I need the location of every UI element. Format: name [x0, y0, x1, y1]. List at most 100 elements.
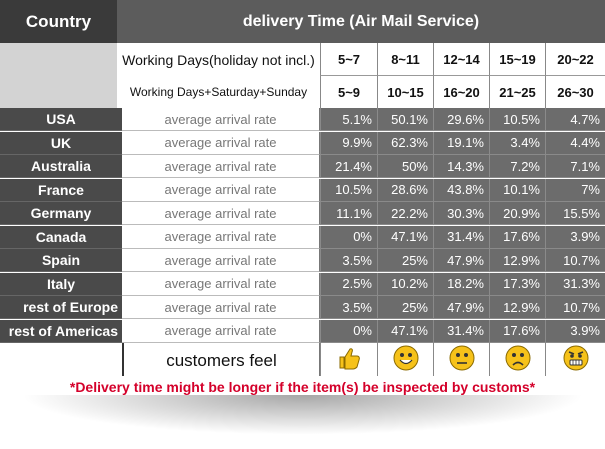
calendar-range-1: 5~9 [320, 76, 377, 108]
business-range-5: 20~22 [545, 43, 605, 76]
rate-value: 30.3% [433, 202, 489, 225]
rate-label: average arrival rate [122, 178, 320, 202]
rate-value: 31.4% [433, 319, 489, 343]
rate-label: average arrival rate [122, 225, 320, 249]
happy-face-icon [392, 344, 420, 377]
rate-value: 47.9% [433, 249, 489, 272]
rate-value: 21.4% [320, 155, 377, 178]
country-cell: France [0, 178, 122, 202]
rate-value: 25% [377, 249, 433, 272]
rate-label: average arrival rate [122, 108, 320, 131]
rate-value: 3.9% [545, 225, 605, 249]
rate-value: 10.7% [545, 249, 605, 272]
country-cell: rest of Europe [0, 296, 122, 319]
rate-value: 17.6% [489, 319, 545, 343]
rate-label: average arrival rate [122, 202, 320, 225]
rate-value: 15.5% [545, 202, 605, 225]
working-days-business-label: Working Days(holiday not incl.) [117, 43, 321, 77]
rate-value: 25% [377, 296, 433, 319]
neutral-face-icon [448, 344, 476, 377]
country-cell: Spain [0, 249, 122, 272]
rate-value: 62.3% [377, 131, 433, 155]
business-range-1: 5~7 [320, 43, 377, 76]
rate-value: 50.1% [377, 108, 433, 131]
country-cell: Germany [0, 202, 122, 225]
rate-value: 12.9% [489, 296, 545, 319]
rate-value: 11.1% [320, 202, 377, 225]
feel-cell [545, 343, 605, 378]
rate-value: 47.1% [377, 319, 433, 343]
country-cell: rest of Americas [0, 319, 122, 343]
rate-label: average arrival rate [122, 272, 320, 296]
table-title: delivery Time (Air Mail Service) [117, 0, 605, 43]
business-range-3: 12~14 [433, 43, 489, 76]
customers-feel-label: customers feel [122, 343, 320, 378]
rate-value: 0% [320, 225, 377, 249]
rate-value: 17.6% [489, 225, 545, 249]
rate-label: average arrival rate [122, 131, 320, 155]
country-cell: USA [0, 108, 122, 131]
calendar-range-5: 26~30 [545, 76, 605, 108]
rate-value: 47.9% [433, 296, 489, 319]
rate-value: 10.7% [545, 296, 605, 319]
rate-value: 10.2% [377, 272, 433, 296]
rate-value: 7.1% [545, 155, 605, 178]
country-cell: Canada [0, 225, 122, 249]
country-cell: Australia [0, 155, 122, 178]
rate-value: 47.1% [377, 225, 433, 249]
feel-cell [320, 343, 377, 378]
rate-value: 3.5% [320, 249, 377, 272]
rate-value: 17.3% [489, 272, 545, 296]
rate-value: 14.3% [433, 155, 489, 178]
rate-value: 5.1% [320, 108, 377, 131]
country-header: Country [0, 0, 117, 43]
rate-value: 10.5% [489, 108, 545, 131]
rate-value: 20.9% [489, 202, 545, 225]
rate-value: 0% [320, 319, 377, 343]
rate-value: 2.5% [320, 272, 377, 296]
rate-label: average arrival rate [122, 249, 320, 272]
customs-note: *Delivery time might be longer if the it… [0, 376, 605, 398]
calendar-range-2: 10~15 [377, 76, 433, 108]
thumbs-up-icon [335, 344, 363, 377]
rate-label: average arrival rate [122, 155, 320, 178]
feel-cell [489, 343, 545, 378]
rate-value: 50% [377, 155, 433, 178]
angry-face-icon [562, 344, 590, 377]
rate-value: 31.4% [433, 225, 489, 249]
rate-value: 4.4% [545, 131, 605, 155]
rate-value: 43.8% [433, 178, 489, 202]
rate-value: 3.4% [489, 131, 545, 155]
rate-value: 10.1% [489, 178, 545, 202]
rate-value: 4.7% [545, 108, 605, 131]
delivery-time-table: Country delivery Time (Air Mail Service)… [0, 0, 605, 398]
calendar-range-4: 21~25 [489, 76, 545, 108]
header-corner [0, 43, 117, 108]
feel-cell [377, 343, 433, 378]
rate-value: 22.2% [377, 202, 433, 225]
rate-value: 19.1% [433, 131, 489, 155]
rate-value: 12.9% [489, 249, 545, 272]
drop-shadow [20, 395, 585, 435]
rate-value: 10.5% [320, 178, 377, 202]
working-days-calendar-label: Working Days+Saturday+Sunday [117, 76, 321, 108]
rate-value: 7% [545, 178, 605, 202]
rate-value: 7.2% [489, 155, 545, 178]
rate-value: 3.9% [545, 319, 605, 343]
business-range-2: 8~11 [377, 43, 433, 76]
rate-value: 9.9% [320, 131, 377, 155]
rate-value: 18.2% [433, 272, 489, 296]
rate-label: average arrival rate [122, 296, 320, 319]
calendar-range-3: 16~20 [433, 76, 489, 108]
sad-face-icon [504, 344, 532, 377]
country-cell: Italy [0, 272, 122, 296]
rate-value: 31.3% [545, 272, 605, 296]
feel-cell [433, 343, 489, 378]
rate-label: average arrival rate [122, 319, 320, 343]
rate-value: 3.5% [320, 296, 377, 319]
country-cell: UK [0, 131, 122, 155]
rate-value: 29.6% [433, 108, 489, 131]
feel-spacer [0, 343, 122, 378]
rate-value: 28.6% [377, 178, 433, 202]
business-range-4: 15~19 [489, 43, 545, 76]
